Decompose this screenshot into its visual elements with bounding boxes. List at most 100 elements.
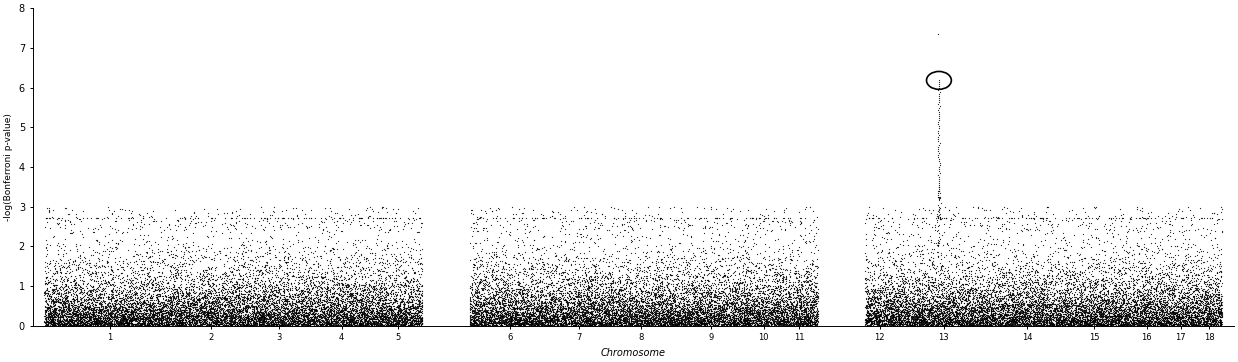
Point <box>657 316 677 322</box>
Point <box>1208 309 1228 315</box>
Point <box>1187 313 1207 319</box>
Point <box>201 307 220 313</box>
Point <box>178 289 198 295</box>
Point <box>1139 278 1159 283</box>
Point <box>896 320 916 326</box>
Point <box>110 310 130 316</box>
Point <box>672 321 692 327</box>
Point <box>1010 279 1030 285</box>
Point <box>787 286 807 292</box>
Point <box>210 315 230 321</box>
Point <box>134 300 154 306</box>
Point <box>291 289 311 295</box>
Point <box>925 309 945 315</box>
Point <box>712 323 732 328</box>
Point <box>227 315 246 321</box>
Point <box>990 270 1010 276</box>
Point <box>56 300 76 306</box>
Point <box>412 299 432 305</box>
Point <box>582 312 602 318</box>
Point <box>868 216 888 222</box>
Point <box>503 204 522 210</box>
Point <box>739 274 759 280</box>
Point <box>85 288 105 294</box>
Point <box>128 316 147 322</box>
Point <box>97 321 116 327</box>
Point <box>740 312 760 318</box>
Point <box>1184 322 1203 328</box>
Point <box>735 270 755 276</box>
Point <box>243 320 262 326</box>
Point <box>312 318 332 324</box>
Point <box>1160 310 1180 315</box>
Point <box>282 314 302 320</box>
Point <box>924 250 943 256</box>
Point <box>1052 296 1072 302</box>
Point <box>204 300 224 306</box>
Point <box>156 293 176 299</box>
Point <box>119 284 139 290</box>
Point <box>494 285 514 291</box>
Point <box>209 321 229 327</box>
Point <box>930 166 950 172</box>
Point <box>152 310 172 316</box>
Point <box>331 308 350 314</box>
Point <box>963 312 983 318</box>
Point <box>1055 297 1075 303</box>
Point <box>1139 321 1159 327</box>
Point <box>920 294 940 299</box>
Point <box>737 314 756 320</box>
Point <box>92 317 111 323</box>
Point <box>612 323 631 328</box>
Point <box>132 312 152 318</box>
Point <box>628 306 647 312</box>
Point <box>479 315 499 321</box>
Point <box>1099 227 1119 232</box>
Point <box>592 307 612 313</box>
Point <box>521 307 541 313</box>
Point <box>716 272 735 278</box>
Point <box>966 302 985 307</box>
Point <box>333 313 353 319</box>
Point <box>926 312 946 318</box>
Point <box>764 291 784 296</box>
Point <box>198 315 218 321</box>
Point <box>500 287 520 293</box>
Point <box>1062 207 1082 212</box>
Point <box>1072 296 1092 302</box>
Point <box>181 306 201 311</box>
Point <box>103 291 123 296</box>
Point <box>509 288 529 294</box>
Point <box>907 319 927 325</box>
Point <box>165 318 184 324</box>
Point <box>535 309 555 315</box>
Point <box>1128 304 1148 310</box>
Point <box>359 318 379 324</box>
Point <box>333 308 353 314</box>
Point <box>737 302 756 308</box>
Point <box>1093 273 1113 278</box>
Point <box>964 293 984 299</box>
Point <box>769 277 789 283</box>
Point <box>534 310 553 315</box>
Point <box>1190 313 1210 319</box>
Point <box>162 302 182 307</box>
Point <box>966 302 985 308</box>
Point <box>635 296 655 302</box>
Point <box>935 323 954 328</box>
Point <box>747 298 766 303</box>
Point <box>963 319 983 325</box>
Point <box>766 301 786 307</box>
Point <box>1026 315 1046 320</box>
Point <box>193 278 213 284</box>
Point <box>591 320 610 325</box>
Point <box>335 256 355 262</box>
Point <box>1210 295 1229 301</box>
Point <box>1115 285 1135 291</box>
Point <box>310 323 329 328</box>
Point <box>1211 308 1231 314</box>
Point <box>870 307 890 312</box>
Point <box>926 302 946 308</box>
Point <box>983 299 1003 304</box>
Point <box>318 262 338 268</box>
